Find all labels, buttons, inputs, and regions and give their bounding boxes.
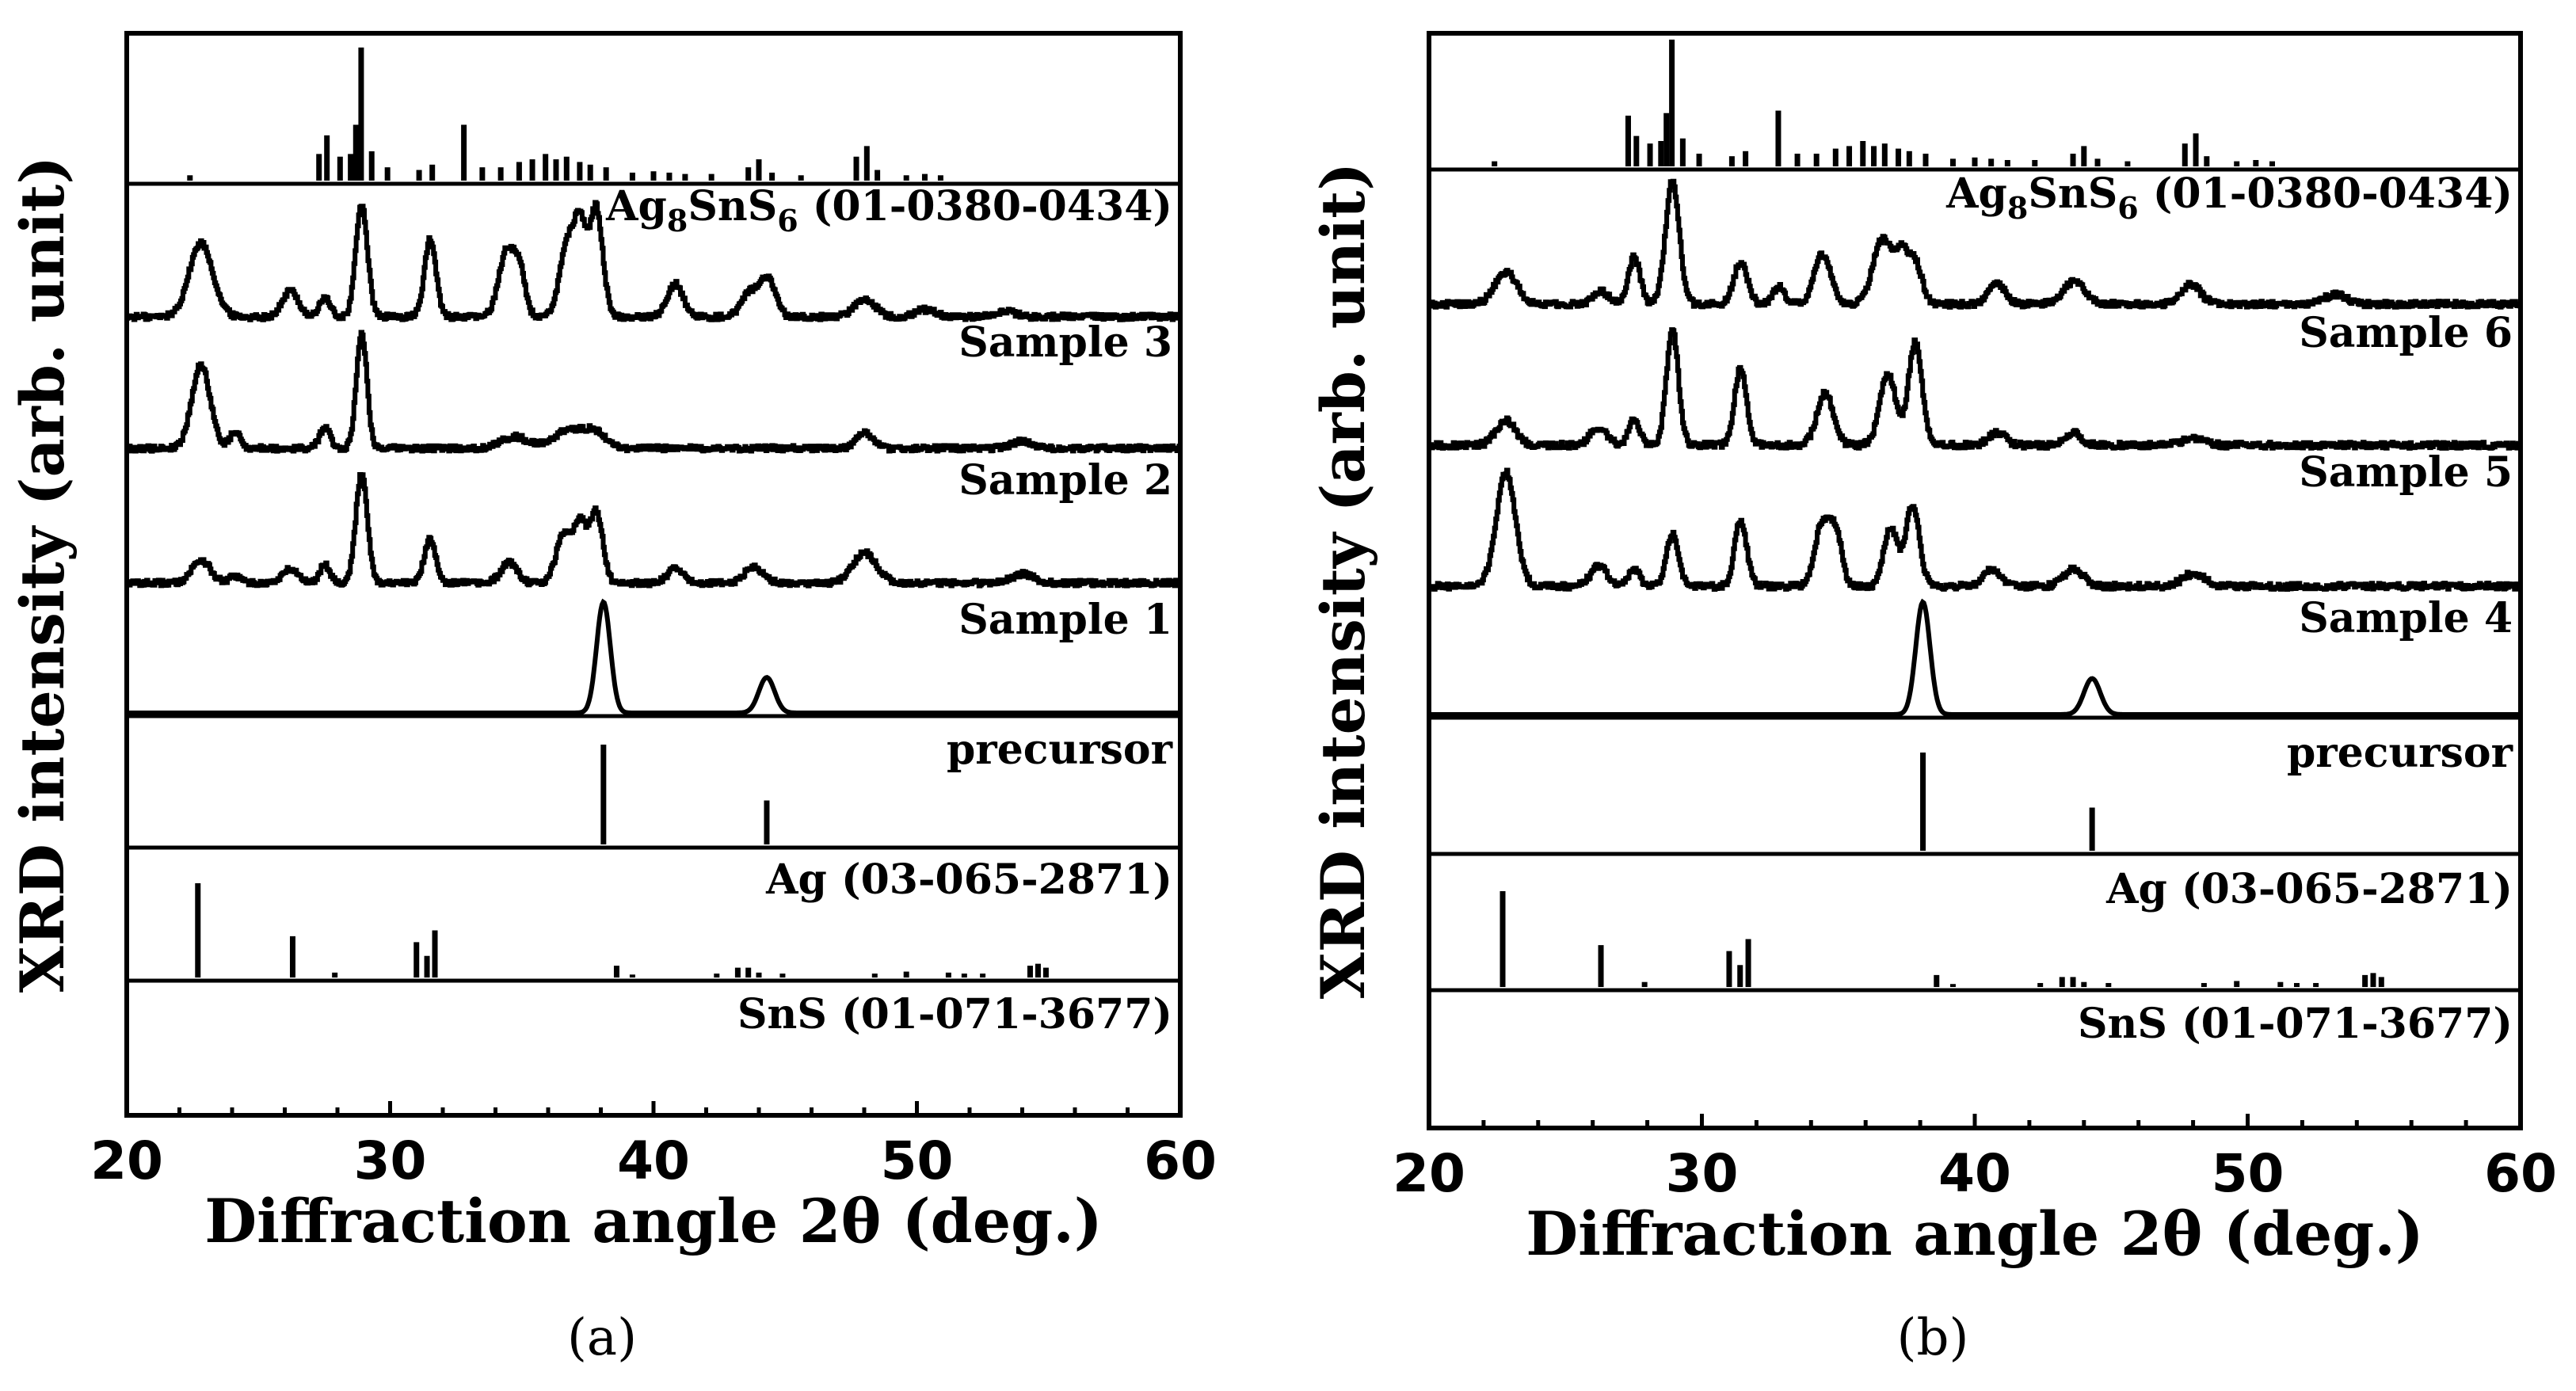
x-axis-title: Diffraction angle 2θ (deg.)	[1526, 1199, 2423, 1269]
series-label: Ag8SnS6 (01-0380-0434)	[605, 182, 1172, 238]
panel-caption: (b)	[1897, 1309, 1969, 1367]
x-tick-label: 20	[90, 1130, 163, 1191]
series-trace	[1427, 178, 2523, 310]
series-label: Sample 5	[2299, 448, 2513, 497]
x-tick-label: 60	[2484, 1143, 2557, 1204]
series-label: Sample 1	[958, 596, 1172, 644]
y-axis-title: XRD intensity (arb. unit)	[7, 156, 78, 993]
series-trace	[127, 598, 1180, 715]
series-label: Sample 4	[2299, 594, 2513, 642]
series-trace	[1427, 327, 2523, 451]
x-tick-label: 30	[1666, 1143, 1739, 1204]
y-axis-title: XRD intensity (arb. unit)	[1308, 162, 1378, 999]
series-label: SnS (01-071-3677)	[737, 990, 1172, 1038]
series-trace	[1427, 467, 2523, 592]
x-tick-label: 20	[1393, 1143, 1465, 1204]
series-trace	[125, 200, 1183, 322]
series-trace	[125, 330, 1183, 454]
series-trace	[1429, 598, 2521, 717]
series-label: precursor	[2287, 729, 2513, 777]
series-label: Sample 3	[958, 318, 1172, 367]
series-trace	[125, 472, 1183, 589]
x-tick-label: 50	[881, 1130, 954, 1191]
series-label: Ag (03-065-2871)	[765, 856, 1172, 904]
series-label: precursor	[947, 726, 1173, 774]
series-label: Sample 2	[958, 456, 1172, 505]
x-tick-label: 60	[1144, 1130, 1217, 1191]
series-label: Ag (03-065-2871)	[2105, 865, 2513, 913]
series-label: Ag8SnS6 (01-0380-0434)	[1945, 170, 2513, 226]
panel-caption: (a)	[567, 1309, 637, 1367]
panel-b: Ag8SnS6 (01-0380-0434) Sample 6 Sample 5 Sa…	[1308, 31, 2557, 1367]
x-axis-title: Diffraction angle 2θ (deg.)	[204, 1186, 1102, 1256]
panel-a: Ag8SnS6 (01-0380-0434) Sample 3 Sample 2 Sa…	[7, 31, 1217, 1367]
x-tick-label: 50	[2212, 1143, 2284, 1204]
x-tick-label: 30	[354, 1130, 427, 1191]
series-label: Sample 6	[2299, 309, 2513, 357]
x-tick-label: 40	[1938, 1143, 2011, 1204]
series-label: SnS (01-071-3677)	[2078, 1000, 2513, 1048]
x-tick-label: 40	[617, 1130, 690, 1191]
